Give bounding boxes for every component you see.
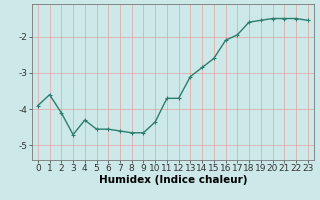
X-axis label: Humidex (Indice chaleur): Humidex (Indice chaleur) (99, 175, 247, 185)
